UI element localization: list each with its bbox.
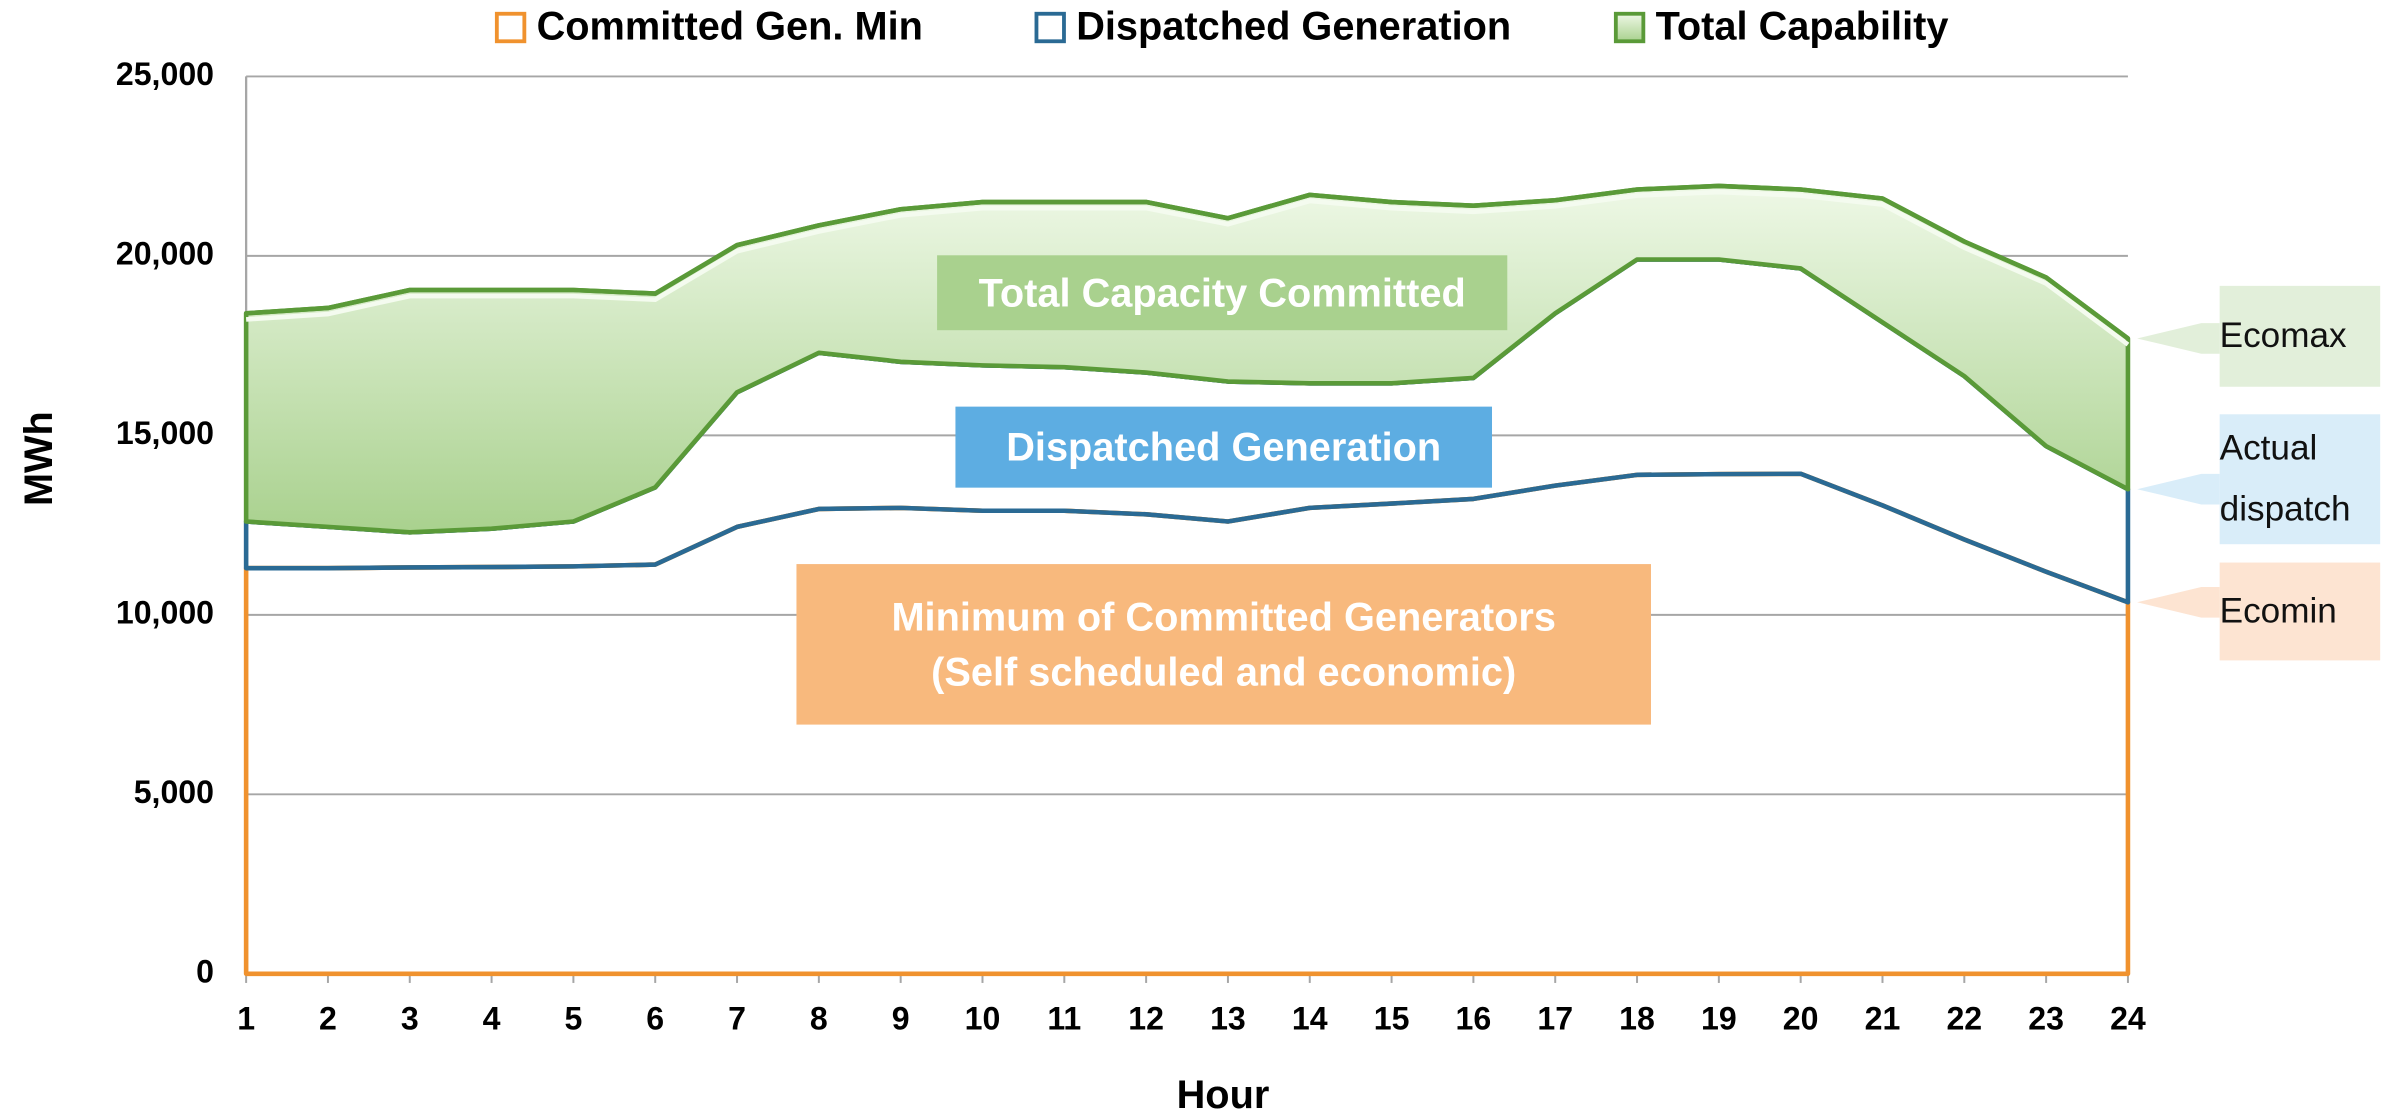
callout-text: Ecomax <box>2220 316 2347 355</box>
legend-swatch <box>1034 11 1066 44</box>
x-tick-label: 18 <box>1619 1001 1655 1037</box>
x-tick-label: 21 <box>1865 1001 1901 1037</box>
callout-box <box>2219 414 2381 545</box>
x-tick-label: 12 <box>1128 1001 1164 1037</box>
legend-label: Total Capability <box>1656 5 1949 49</box>
x-tick-label: 2 <box>319 1001 337 1037</box>
annotation-box <box>796 564 1651 725</box>
callout-text: Actual <box>2220 428 2318 467</box>
x-tick-label: 7 <box>728 1001 746 1037</box>
y-tick-label: 0 <box>196 953 214 989</box>
legend-label: Committed Gen. Min <box>537 5 923 49</box>
x-tick-label: 1 <box>237 1001 255 1037</box>
annotation-text: Dispatched Generation <box>1006 426 1441 470</box>
annotation-box <box>955 406 1493 488</box>
annotation-text: Total Capacity Committed <box>979 271 1466 315</box>
x-tick-label: 19 <box>1701 1001 1737 1037</box>
x-tick-label: 6 <box>646 1001 664 1037</box>
x-tick-label: 13 <box>1210 1001 1246 1037</box>
callout-text: Ecomin <box>2220 591 2337 630</box>
y-tick-label: 10,000 <box>116 594 214 630</box>
y-tick-label: 15,000 <box>116 415 214 451</box>
callout-box <box>2219 285 2381 387</box>
x-tick-label: 8 <box>810 1001 828 1037</box>
legend-swatch <box>494 11 527 44</box>
y-tick-label: 5,000 <box>134 774 214 810</box>
x-tick-label: 4 <box>483 1001 501 1037</box>
x-tick-label: 24 <box>2110 1001 2146 1037</box>
x-tick-label: 14 <box>1292 1001 1328 1037</box>
x-tick-label: 20 <box>1783 1001 1819 1037</box>
x-tick-label: 9 <box>892 1001 910 1037</box>
y-tick-label: 20,000 <box>116 235 214 271</box>
x-tick-label: 15 <box>1374 1001 1410 1037</box>
area-highlight <box>245 189 2130 347</box>
callout-pointer <box>2137 586 2220 618</box>
callout-text: dispatch <box>2220 490 2351 529</box>
x-tick-label: 10 <box>965 1001 1001 1037</box>
y-tick-label: 25,000 <box>116 56 214 92</box>
x-tick-label: 3 <box>401 1001 419 1037</box>
legend-label: Dispatched Generation <box>1076 5 1511 49</box>
x-tick-label: 17 <box>1537 1001 1573 1037</box>
x-tick-label: 5 <box>564 1001 582 1037</box>
x-tick-label: 23 <box>2028 1001 2064 1037</box>
callout-box <box>2219 562 2381 661</box>
annotation-box <box>937 255 1508 331</box>
callout-pointer <box>2137 473 2220 505</box>
x-tick-label: 22 <box>1946 1001 1982 1037</box>
callout-pointer <box>2137 323 2220 354</box>
y-axis-title: MWh <box>17 411 61 506</box>
annotation-text: (Self scheduled and economic) <box>931 650 1516 694</box>
annotation-text: Minimum of Committed Generators <box>891 595 1556 639</box>
x-tick-label: 16 <box>1456 1001 1492 1037</box>
x-axis-title: Hour <box>1177 1073 1270 1117</box>
x-tick-label: 11 <box>1047 1001 1081 1037</box>
legend-swatch <box>1613 11 1646 44</box>
series-line <box>245 183 2130 341</box>
